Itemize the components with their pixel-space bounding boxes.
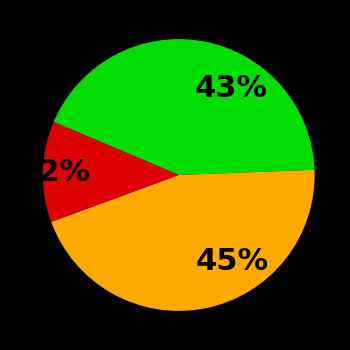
Wedge shape <box>43 122 179 222</box>
Wedge shape <box>51 170 315 311</box>
Text: 43%: 43% <box>195 74 268 103</box>
Text: 45%: 45% <box>196 247 269 276</box>
Text: 12%: 12% <box>18 158 90 187</box>
Wedge shape <box>54 39 315 175</box>
